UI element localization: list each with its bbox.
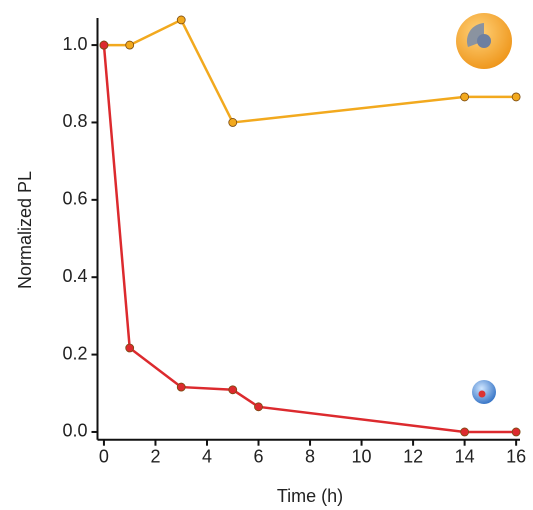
series-line bbox=[102, 44, 517, 434]
y-tick-label: 0.8 bbox=[62, 111, 87, 131]
x-tick-label: 16 bbox=[506, 446, 526, 466]
y-tick-label: 1.0 bbox=[62, 34, 87, 54]
y-tick-label: 0.4 bbox=[62, 266, 87, 286]
core-icon bbox=[472, 380, 496, 404]
x-tick-label: 8 bbox=[305, 446, 315, 466]
data-point bbox=[460, 427, 470, 437]
data-point bbox=[254, 402, 263, 412]
data-point bbox=[176, 15, 186, 25]
x-tick-label: 0 bbox=[99, 446, 109, 466]
data-point bbox=[511, 427, 521, 437]
core-shell-icon bbox=[456, 13, 512, 69]
x-tick-label: 14 bbox=[455, 446, 475, 466]
y-axis-label: Normalized PL bbox=[15, 171, 35, 289]
data-point bbox=[99, 40, 109, 50]
data-point bbox=[228, 385, 238, 395]
data-point bbox=[460, 92, 470, 102]
y-tick-label: 0.0 bbox=[62, 421, 87, 441]
y-tick-label: 0.6 bbox=[62, 189, 87, 209]
data-point bbox=[125, 343, 135, 353]
data-point bbox=[511, 92, 521, 102]
x-axis-label: Time (h) bbox=[277, 486, 343, 506]
x-tick-label: 2 bbox=[150, 446, 160, 466]
x-tick-label: 12 bbox=[403, 446, 423, 466]
x-tick-label: 4 bbox=[202, 446, 212, 466]
data-point bbox=[228, 118, 238, 127]
data-point bbox=[176, 382, 186, 392]
y-tick-label: 0.2 bbox=[62, 343, 87, 363]
series-line bbox=[103, 18, 517, 124]
data-point bbox=[125, 40, 135, 50]
x-tick-label: 6 bbox=[254, 446, 264, 466]
x-tick-label: 10 bbox=[352, 446, 372, 466]
